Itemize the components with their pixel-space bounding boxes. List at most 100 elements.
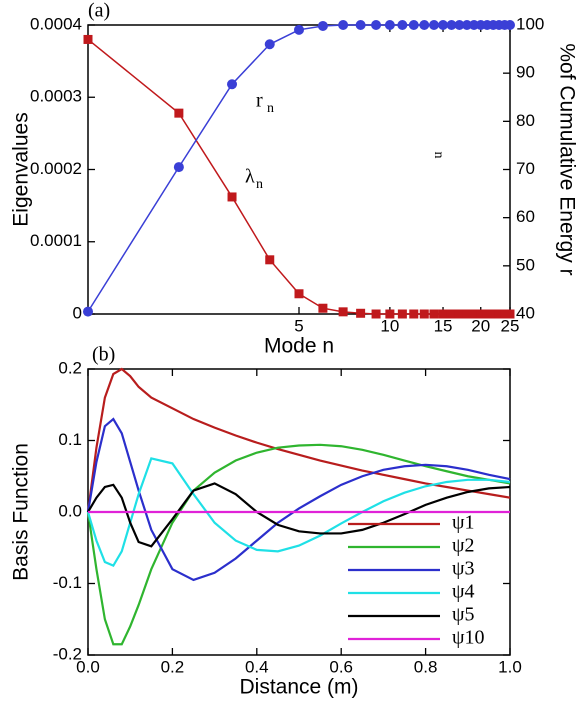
annotation: r	[256, 90, 263, 112]
x-tick-label: 10	[380, 316, 399, 335]
y-tick-label: 0.1	[58, 430, 82, 449]
marker	[371, 309, 381, 319]
marker	[397, 20, 408, 30]
legend-label: ψ10	[452, 627, 485, 649]
y-tick-label: 0.0001	[30, 231, 82, 250]
marker	[338, 20, 349, 30]
annotation: (a)	[88, 0, 110, 22]
y2-tick-label: 90	[516, 63, 535, 82]
marker	[173, 162, 184, 173]
y-tick-label: 0.2	[58, 358, 82, 377]
marker	[438, 309, 448, 319]
marker	[397, 309, 407, 319]
marker	[83, 34, 93, 44]
annotation: λ	[245, 166, 255, 188]
y-axis-label: Basis Function	[10, 443, 33, 581]
marker	[429, 309, 439, 319]
y-tick-label: 0	[73, 303, 82, 322]
marker	[469, 309, 479, 319]
marker	[476, 309, 486, 319]
marker	[338, 307, 348, 317]
y-tick-label: -0.2	[53, 644, 82, 663]
marker	[428, 20, 439, 30]
marker	[265, 255, 275, 265]
marker	[227, 192, 237, 202]
y-axis-label: Eigenvalues	[10, 112, 33, 226]
series-line	[86, 457, 511, 568]
series-line	[86, 417, 511, 582]
plot-frame	[87, 24, 511, 315]
marker	[264, 39, 275, 50]
marker	[409, 309, 419, 319]
legend-label: ψ3	[452, 558, 475, 580]
x-tick-label: 5	[294, 316, 303, 335]
marker	[227, 79, 238, 90]
marker	[294, 289, 304, 299]
y-tick-label: 0.0003	[30, 87, 82, 106]
series-line	[87, 38, 510, 315]
y2-tick-label: 40	[516, 303, 535, 322]
marker	[317, 20, 328, 31]
marker	[174, 108, 184, 118]
marker	[462, 309, 472, 319]
annotation: (b)	[92, 344, 115, 366]
annotation-sub: n	[256, 177, 263, 192]
series-line	[86, 367, 511, 513]
marker	[500, 309, 510, 319]
marker	[318, 303, 328, 313]
legend-label: ψ4	[452, 581, 475, 603]
annotation-sub: n	[267, 101, 274, 116]
series-line	[87, 24, 510, 312]
x-tick-label: 0.2	[161, 657, 185, 676]
y2-tick-label: 80	[516, 111, 535, 130]
marker	[482, 309, 492, 319]
x-tick-label: 0.0	[76, 657, 100, 676]
marker	[294, 24, 304, 35]
marker	[454, 309, 464, 319]
marker	[494, 309, 504, 319]
series-line	[87, 482, 511, 548]
x-axis-label: Mode n	[264, 335, 334, 358]
series-line	[86, 443, 511, 646]
marker	[461, 20, 472, 30]
marker	[505, 20, 515, 30]
legend-label: ψ2	[452, 535, 475, 557]
y-tick-label: -0.1	[53, 573, 82, 592]
y-tick-label: 0.0002	[30, 159, 82, 178]
y2-tick-label: 100	[516, 14, 544, 33]
y-tick-label: 0.0004	[30, 14, 82, 33]
y2-axis-label: %of Cumulative Energy r	[555, 43, 577, 275]
legend-label: ψ1	[452, 512, 475, 534]
marker	[408, 20, 419, 30]
y2-axis-label-sub: n	[431, 152, 446, 159]
marker	[355, 20, 366, 30]
x-tick-label: 20	[471, 316, 490, 335]
marker	[384, 20, 395, 30]
marker	[371, 20, 382, 30]
y-tick-label: 0.0	[58, 501, 82, 520]
marker	[505, 309, 515, 319]
marker	[385, 309, 395, 319]
y2-tick-label: 60	[516, 207, 535, 226]
x-axis-label: Distance (m)	[239, 676, 358, 699]
marker	[419, 309, 429, 319]
marker	[83, 306, 93, 317]
x-tick-label: 0.4	[245, 657, 269, 676]
marker	[488, 309, 498, 319]
marker	[419, 20, 430, 30]
marker	[446, 20, 457, 30]
marker	[438, 20, 449, 30]
x-tick-label: 15	[434, 316, 453, 335]
legend-label: ψ5	[452, 604, 475, 626]
x-tick-label: 0.8	[414, 657, 438, 676]
marker	[446, 309, 456, 319]
marker	[356, 308, 366, 318]
x-tick-label: 1.0	[498, 657, 522, 676]
y2-tick-label: 70	[516, 159, 535, 178]
x-tick-label: 25	[501, 316, 520, 335]
x-tick-label: 0.6	[329, 657, 353, 676]
marker	[454, 20, 465, 30]
y2-tick-label: 50	[516, 255, 535, 274]
